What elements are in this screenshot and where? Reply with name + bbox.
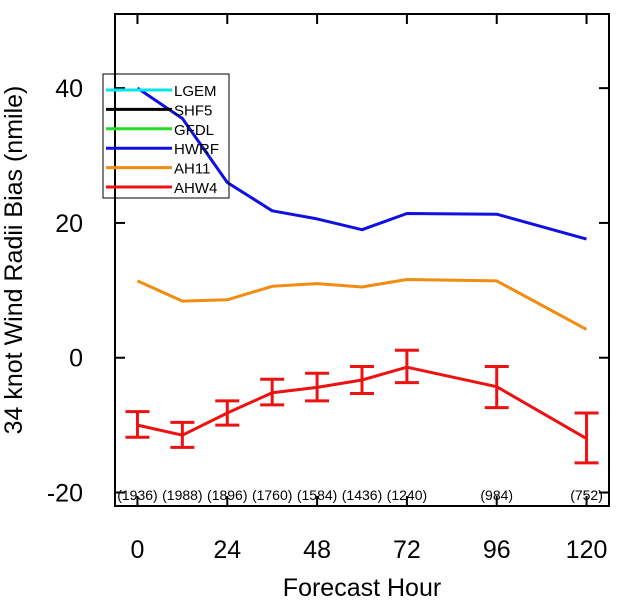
x-axis-label: Forecast Hour bbox=[283, 574, 441, 600]
series-layer bbox=[125, 86, 599, 465]
legend-label-lgem: LGEM bbox=[174, 83, 217, 100]
y-tick-label: 20 bbox=[55, 210, 83, 238]
error-bar-ahw4 bbox=[574, 411, 599, 465]
error-bar-ahw4 bbox=[170, 420, 195, 449]
sample-count-label: (1988) bbox=[162, 487, 202, 503]
y-axis-label: 34 knot Wind Radii Bias (nmile) bbox=[0, 86, 28, 435]
error-bar-ahw4 bbox=[484, 364, 509, 410]
x-tick-label: 96 bbox=[483, 536, 511, 564]
x-tick-label: 48 bbox=[303, 536, 331, 564]
sample-count-label: (1584) bbox=[297, 487, 337, 503]
error-bar-ahw4 bbox=[215, 399, 240, 427]
x-tick-label: 72 bbox=[393, 536, 421, 564]
error-bar-ahw4 bbox=[394, 348, 419, 385]
sample-count-label: (1896) bbox=[207, 487, 247, 503]
legend-label-ahw4: AHW4 bbox=[174, 180, 217, 197]
sample-count-label: (1760) bbox=[252, 487, 292, 503]
error-bar-ahw4 bbox=[125, 410, 150, 439]
sample-count-label: (752) bbox=[570, 487, 603, 503]
sample-count-label: (1240) bbox=[387, 487, 427, 503]
series-line-hwrf bbox=[136, 86, 587, 241]
y-tick-label: 0 bbox=[69, 345, 83, 373]
legend-label-gfdl: GFDL bbox=[174, 122, 214, 139]
y-tick-label: -20 bbox=[47, 480, 83, 508]
plot-frame bbox=[114, 13, 610, 507]
legend: LGEM SHF5 GFDL HWRF AH11 AHW4 bbox=[102, 73, 230, 199]
series-line-ah11 bbox=[136, 278, 588, 331]
ticks: 0 24 48 72 96 120 -20 0 20 40 bbox=[47, 14, 609, 564]
legend-label-shf5: SHF5 bbox=[174, 102, 212, 119]
error-bar-ahw4 bbox=[305, 371, 330, 403]
axes bbox=[114, 13, 610, 507]
sample-count-label: (984) bbox=[480, 487, 513, 503]
error-bar-ahw4 bbox=[350, 364, 374, 395]
sample-count-label: (1436) bbox=[342, 487, 382, 503]
x-tick-label: 24 bbox=[213, 536, 241, 564]
x-tick-label: 120 bbox=[566, 536, 608, 564]
sample-counts: (1936) (1988) (1896) (1760) (1584) (1436) (124… bbox=[117, 487, 603, 503]
y-tick-label: 40 bbox=[55, 75, 83, 103]
x-tick-label: 0 bbox=[131, 536, 145, 564]
legend-label-hwrf: HWRF bbox=[174, 141, 219, 158]
legend-box bbox=[102, 73, 230, 199]
legend-label-ah11: AH11 bbox=[174, 161, 210, 178]
error-bar-ahw4 bbox=[260, 377, 285, 407]
sample-count-label: (1936) bbox=[117, 487, 157, 503]
